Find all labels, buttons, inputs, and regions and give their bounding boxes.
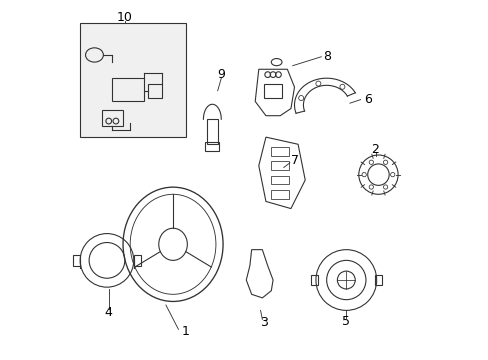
Circle shape	[361, 172, 366, 177]
Circle shape	[368, 160, 373, 165]
Bar	[271, 147, 288, 156]
Circle shape	[383, 185, 387, 189]
Bar	[102, 111, 123, 126]
Text: 6: 6	[363, 93, 371, 106]
Bar	[148, 84, 162, 98]
Bar	[112, 78, 144, 102]
Circle shape	[383, 160, 387, 165]
Bar	[206, 119, 217, 144]
Bar	[271, 161, 288, 170]
Bar	[80, 23, 185, 137]
Bar	[310, 275, 317, 285]
Text: 1: 1	[181, 325, 189, 338]
Bar	[271, 190, 288, 199]
Text: 10: 10	[117, 11, 133, 24]
Bar	[264, 84, 282, 98]
Text: 9: 9	[217, 68, 225, 81]
Text: 7: 7	[290, 154, 298, 167]
Text: 4: 4	[104, 306, 112, 319]
Text: 5: 5	[342, 315, 349, 328]
Circle shape	[390, 172, 394, 177]
Bar	[73, 255, 80, 266]
Circle shape	[368, 185, 373, 189]
Bar	[271, 176, 288, 184]
Bar	[134, 255, 141, 266]
Text: 2: 2	[370, 143, 378, 156]
Bar	[374, 275, 381, 285]
Bar	[205, 143, 219, 152]
Text: 3: 3	[260, 316, 267, 329]
Text: 8: 8	[322, 50, 330, 63]
